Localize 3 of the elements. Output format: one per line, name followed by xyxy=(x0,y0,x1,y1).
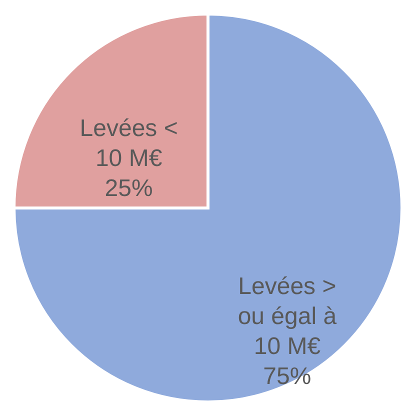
slice-label: Levées > ou égal à 10 M€ xyxy=(238,273,338,360)
data-label: 25% xyxy=(104,174,153,202)
slice-label: Levées < 10 M€ xyxy=(80,114,178,172)
